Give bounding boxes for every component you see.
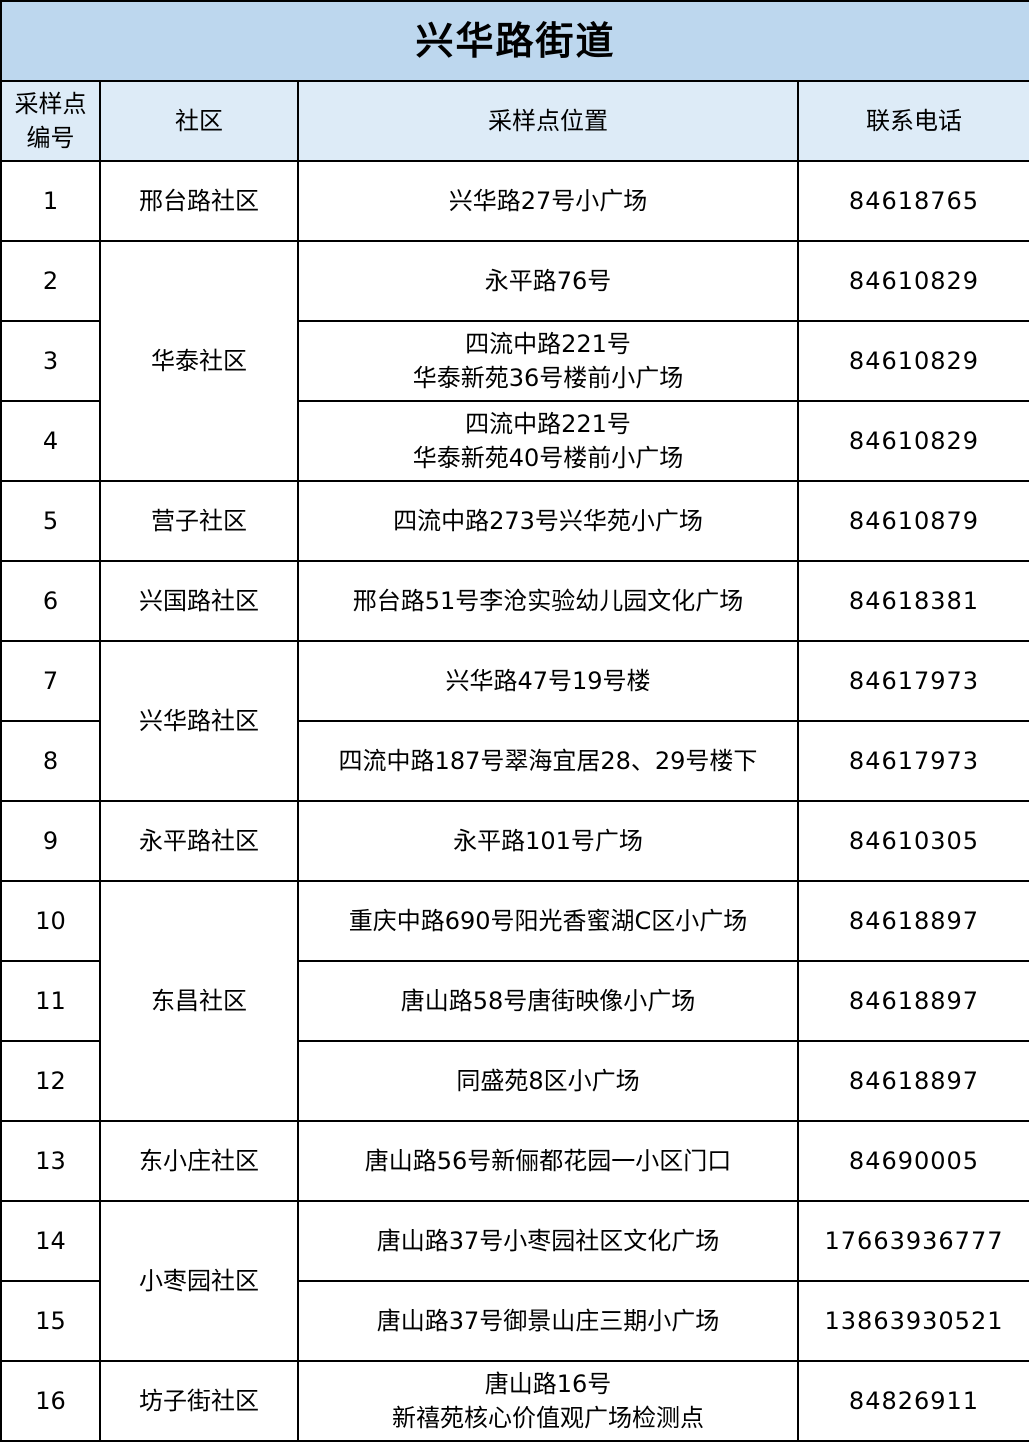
table-row: 4 四流中路221号 华泰新苑40号楼前小广场 84610829 (0, 400, 1029, 482)
community-cell: 营子社区 (99, 480, 299, 562)
phone-cell: 84617973 (796, 720, 1029, 802)
sample-number: 4 (0, 400, 101, 482)
table-row: 11 唐山路58号唐街映像小广场 84618897 (0, 960, 1029, 1042)
phone-cell: 84610829 (796, 240, 1029, 322)
community-cell: 邢台路社区 (99, 160, 299, 242)
sample-number: 10 (0, 880, 101, 962)
community-cell: 兴华路社区 (99, 640, 299, 802)
table-row: 5 营子社区 四流中路273号兴华苑小广场 84610879 (0, 480, 1029, 562)
location-cell: 永平路101号广场 (297, 800, 799, 882)
community-cell: 东昌社区 (99, 880, 299, 1122)
phone-cell: 84610305 (796, 800, 1029, 882)
table-row: 8 四流中路187号翠海宜居28、29号楼下 84617973 (0, 720, 1029, 802)
table-row: 10 东昌社区 重庆中路690号阳光香蜜湖C区小广场 84618897 (0, 880, 1029, 1122)
location-cell: 重庆中路690号阳光香蜜湖C区小广场 (297, 880, 799, 962)
table-row: 6 兴国路社区 邢台路51号李沧实验幼儿园文化广场 84618381 (0, 560, 1029, 642)
community-cell: 兴国路社区 (99, 560, 299, 642)
sample-number: 11 (0, 960, 101, 1042)
location-cell: 唐山路56号新俪都花园一小区门口 (297, 1120, 799, 1202)
sample-number: 8 (0, 720, 101, 802)
community-cell: 坊子街社区 (99, 1360, 299, 1442)
sample-number: 14 (0, 1200, 101, 1282)
sample-number: 2 (0, 240, 101, 322)
table-body: 1 邢台路社区 兴华路27号小广场 84618765 2 华泰社区 永平路76号 846108… (0, 160, 1029, 1442)
table-row: 2 华泰社区 永平路76号 84610829 (0, 240, 1029, 482)
location-cell: 兴华路47号19号楼 (297, 640, 799, 722)
phone-cell: 84826911 (796, 1360, 1029, 1442)
phone-cell: 84618897 (796, 880, 1029, 962)
location-cell: 四流中路273号兴华苑小广场 (297, 480, 799, 562)
phone-cell: 84690005 (796, 1120, 1029, 1202)
table-title: 兴华路街道 (0, 0, 1029, 82)
phone-cell: 84610829 (796, 400, 1029, 482)
location-cell: 唐山路37号御景山庄三期小广场 (297, 1280, 799, 1362)
sample-number: 6 (0, 560, 101, 642)
sample-number: 1 (0, 160, 101, 242)
table-row: 14 小枣园社区 唐山路37号小枣园社区文化广场 17663936777 (0, 1200, 1029, 1362)
table-row: 15 唐山路37号御景山庄三期小广场 13863930521 (0, 1280, 1029, 1362)
location-cell: 唐山路37号小枣园社区文化广场 (297, 1200, 799, 1282)
location-cell: 四流中路187号翠海宜居28、29号楼下 (297, 720, 799, 802)
location-cell: 同盛苑8区小广场 (297, 1040, 799, 1122)
location-cell: 兴华路27号小广场 (297, 160, 799, 242)
phone-cell: 84618765 (796, 160, 1029, 242)
table-row: 1 邢台路社区 兴华路27号小广场 84618765 (0, 160, 1029, 242)
sample-number: 3 (0, 320, 101, 402)
header-row: 采样点 编号 社区 采样点位置 联系电话 (0, 80, 1029, 162)
community-cell: 东小庄社区 (99, 1120, 299, 1202)
table-row: 16 坊子街社区 唐山路16号 新禧苑核心价值观广场检测点 84826911 (0, 1360, 1029, 1442)
phone-cell: 84610829 (796, 320, 1029, 402)
table-row: 13 东小庄社区 唐山路56号新俪都花园一小区门口 84690005 (0, 1120, 1029, 1202)
sample-number: 5 (0, 480, 101, 562)
community-cell: 华泰社区 (99, 240, 299, 482)
community-cell: 小枣园社区 (99, 1200, 299, 1362)
table-row: 3 四流中路221号 华泰新苑36号楼前小广场 84610829 (0, 320, 1029, 402)
sample-number: 9 (0, 800, 101, 882)
table-row: 7 兴华路社区 兴华路47号19号楼 84617973 (0, 640, 1029, 802)
phone-cell: 84618897 (796, 960, 1029, 1042)
phone-cell: 17663936777 (796, 1200, 1029, 1282)
location-cell: 永平路76号 (297, 240, 799, 322)
header-phone: 联系电话 (796, 80, 1029, 162)
sample-number: 12 (0, 1040, 101, 1122)
header-community: 社区 (99, 80, 299, 162)
location-cell: 四流中路221号 华泰新苑36号楼前小广场 (297, 320, 799, 402)
sample-number: 15 (0, 1280, 101, 1362)
phone-cell: 84618897 (796, 1040, 1029, 1122)
phone-cell: 84610879 (796, 480, 1029, 562)
location-cell: 唐山路16号 新禧苑核心价值观广场检测点 (297, 1360, 799, 1442)
community-cell: 永平路社区 (99, 800, 299, 882)
header-location: 采样点位置 (297, 80, 799, 162)
table-row: 12 同盛苑8区小广场 84618897 (0, 1040, 1029, 1122)
location-cell: 邢台路51号李沧实验幼儿园文化广场 (297, 560, 799, 642)
phone-cell: 84618381 (796, 560, 1029, 642)
phone-cell: 84617973 (796, 640, 1029, 722)
table-row: 9 永平路社区 永平路101号广场 84610305 (0, 800, 1029, 882)
header-number: 采样点 编号 (0, 80, 101, 162)
phone-cell: 13863930521 (796, 1280, 1029, 1362)
location-cell: 四流中路221号 华泰新苑40号楼前小广场 (297, 400, 799, 482)
location-cell: 唐山路58号唐街映像小广场 (297, 960, 799, 1042)
sample-number: 7 (0, 640, 101, 722)
sample-number: 13 (0, 1120, 101, 1202)
sample-number: 16 (0, 1360, 101, 1442)
